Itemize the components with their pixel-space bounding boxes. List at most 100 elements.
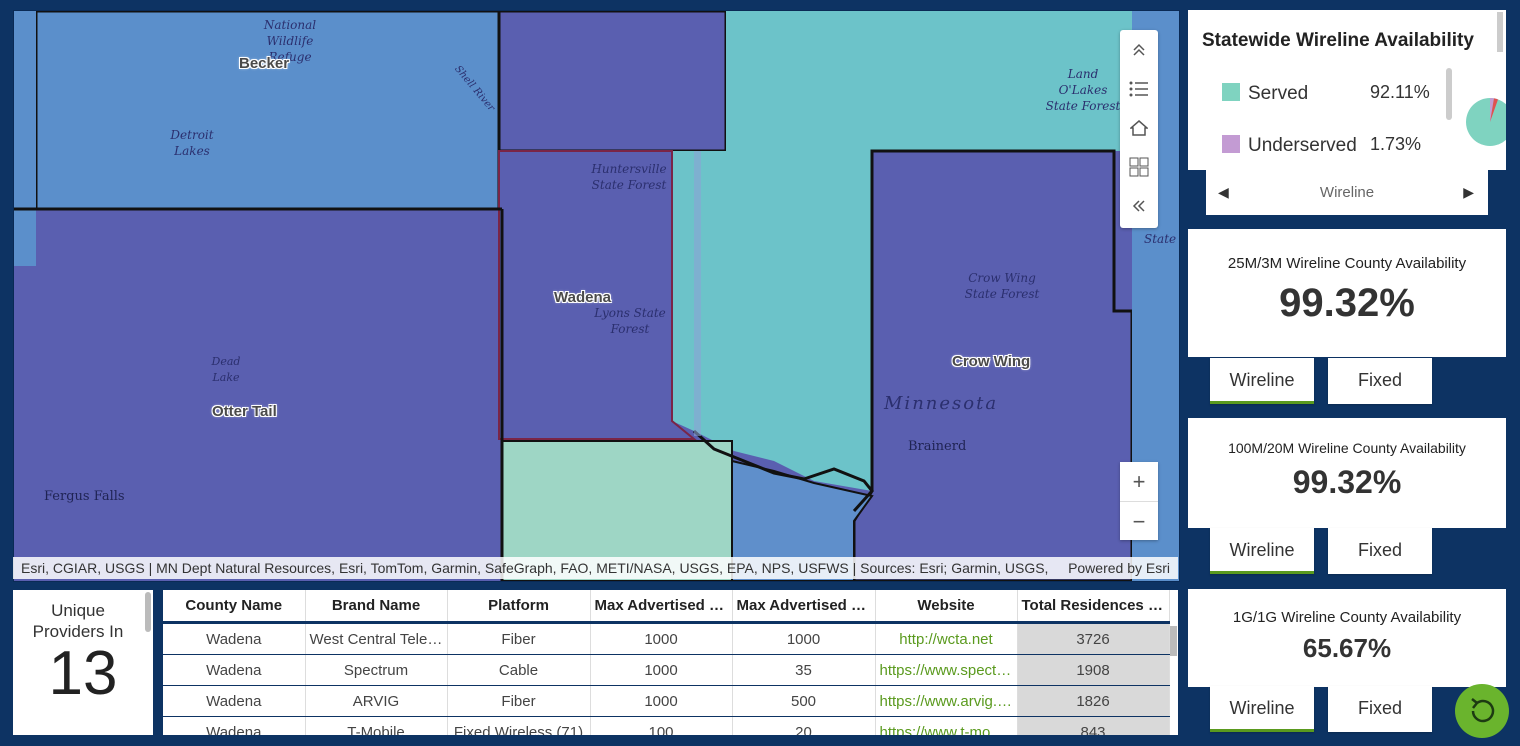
table-row[interactable]: Wadena T-Mobile Fixed Wireless (71) 100 … (163, 717, 1169, 736)
providers-title: Unique Providers In (13, 600, 143, 640)
cell-residences: 1826 (1017, 686, 1169, 717)
legend-underserved-label: Underserved (1248, 135, 1357, 156)
availability-card-1g-1g: 1G/1G Wireline County Availability 65.67… (1188, 589, 1506, 687)
cell-website-link[interactable]: http://wcta.net (875, 623, 1017, 655)
cell-platform: Cable (447, 655, 590, 686)
tab-wireline[interactable]: Wireline (1210, 358, 1314, 404)
card-title: 100M/20M Wireline County Availability (1188, 440, 1506, 456)
card-value: 65.67% (1188, 633, 1506, 664)
legend-underserved: Underserved (1222, 135, 1357, 157)
cell-county: Wadena (163, 686, 305, 717)
col-max-download[interactable]: Max Advertised Download Speed (590, 590, 732, 623)
table-row[interactable]: Wadena ARVIG Fiber 1000 500 https://www.… (163, 686, 1169, 717)
collapse-left-icon[interactable] (1120, 186, 1158, 225)
map-place-land-o-lakes: Land O'Lakes State Forest (1042, 66, 1124, 114)
table-row[interactable]: Wadena Spectrum Cable 1000 35 https://ww… (163, 655, 1169, 686)
cell-download: 1000 (590, 655, 732, 686)
cell-upload: 20 (732, 717, 875, 736)
cell-download: 1000 (590, 686, 732, 717)
zoom-control: + − (1120, 462, 1158, 540)
cell-brand: Spectrum (305, 655, 447, 686)
availability-card-100-20: 100M/20M Wireline County Availability 99… (1188, 418, 1506, 528)
legend-scrollbar[interactable] (1446, 68, 1452, 120)
col-max-upload[interactable]: Max Advertised Upload Speed (732, 590, 875, 623)
card-scrollbar[interactable] (1497, 12, 1503, 52)
map-county-wadena: Wadena (554, 289, 611, 306)
attribution-text: Esri, CGIAR, USGS | MN Dept Natural Reso… (21, 557, 1051, 579)
map-place-fergus-falls: Fergus Falls (44, 489, 125, 504)
cell-platform: Fiber (447, 686, 590, 717)
cell-residences: 3726 (1017, 623, 1169, 655)
served-swatch (1222, 83, 1240, 101)
providers-table: County Name Brand Name Platform Max Adve… (163, 590, 1178, 735)
col-website[interactable]: Website (875, 590, 1017, 623)
tab-fixed[interactable]: Fixed (1328, 528, 1432, 574)
cell-county: Wadena (163, 623, 305, 655)
cell-platform: Fiber (447, 623, 590, 655)
table-row[interactable]: Wadena West Central Telephone Fiber 1000… (163, 623, 1169, 655)
map-place-lyons: Lyons State Forest (594, 305, 666, 337)
home-icon[interactable] (1120, 108, 1158, 147)
map-view[interactable]: National Wildlife Refuge Becker Detroit … (13, 10, 1180, 582)
map-place-minnesota: Minnesota (884, 396, 998, 412)
cell-website-link[interactable]: https://www.spectrum.com (875, 655, 1017, 686)
statewide-title: Statewide Wireline Availability (1202, 30, 1474, 52)
cell-county: Wadena (163, 717, 305, 736)
tab-fixed[interactable]: Fixed (1328, 358, 1432, 404)
map-place-detroit-lakes: Detroit Lakes (162, 127, 222, 159)
map-county-becker: Becker (239, 55, 289, 72)
powered-by-esri[interactable]: Powered by Esri (1068, 557, 1170, 579)
cell-brand: T-Mobile (305, 717, 447, 736)
collapse-up-icon[interactable] (1120, 30, 1158, 69)
map-place-brainerd: Brainerd (908, 439, 966, 454)
map-place-dead-lake: Dead Lake (206, 354, 246, 386)
cell-download: 100 (590, 717, 732, 736)
availability-pie-chart (1464, 96, 1506, 148)
card-title: 1G/1G Wireline County Availability (1188, 609, 1506, 626)
underserved-swatch (1222, 135, 1240, 153)
legend-served-label: Served (1248, 83, 1308, 104)
map-county-otter-tail: Otter Tail (212, 403, 277, 420)
providers-scrollbar[interactable] (145, 592, 151, 632)
cell-upload: 35 (732, 655, 875, 686)
col-county-name[interactable]: County Name (163, 590, 305, 623)
legend-served: Served (1222, 83, 1308, 105)
tab-wireline[interactable]: Wireline (1210, 528, 1314, 574)
providers-count: 13 (13, 638, 153, 709)
cell-brand: ARVIG (305, 686, 447, 717)
col-total-residences[interactable]: Total Residences Served (1017, 590, 1169, 623)
cell-upload: 1000 (732, 623, 875, 655)
cell-platform: Fixed Wireless (71) (447, 717, 590, 736)
unique-providers-card: Unique Providers In 13 (13, 590, 153, 735)
availability-card-25-3: 25M/3M Wireline County Availability 99.3… (1188, 229, 1506, 357)
col-platform[interactable]: Platform (447, 590, 590, 623)
card-value: 99.32% (1188, 464, 1506, 501)
zoom-out-button[interactable]: − (1120, 502, 1158, 541)
statewide-nav: ◀ Wireline ▶ (1206, 170, 1488, 215)
map-attribution: Esri, CGIAR, USGS | MN Dept Natural Reso… (13, 557, 1178, 579)
tab-fixed[interactable]: Fixed (1328, 686, 1432, 732)
map-county-crow-wing: Crow Wing (952, 353, 1030, 370)
card-title: 25M/3M Wireline County Availability (1188, 255, 1506, 272)
cell-website-link[interactable]: https://www.t-mobile.com (875, 717, 1017, 736)
table-header-row: County Name Brand Name Platform Max Adve… (163, 590, 1169, 623)
nav-next-icon[interactable]: ▶ (1463, 184, 1474, 201)
table-scrollbar[interactable] (1170, 626, 1177, 656)
map-toolbar (1120, 30, 1158, 228)
cell-website-link[interactable]: https://www.arvig.com (875, 686, 1017, 717)
cell-brand: West Central Telephone (305, 623, 447, 655)
cell-residences: 1908 (1017, 655, 1169, 686)
legend-list-icon[interactable] (1120, 69, 1158, 108)
cell-download: 1000 (590, 623, 732, 655)
legend-underserved-pct: 1.73% (1370, 134, 1421, 155)
statewide-availability-card: Statewide Wireline Availability Served 9… (1188, 10, 1506, 170)
map-place-huntersville: Huntersville State Forest (589, 161, 669, 193)
zoom-in-button[interactable]: + (1120, 462, 1158, 502)
map-place-crow-wing-sf: Crow Wing State Forest (962, 270, 1042, 302)
basemap-gallery-icon[interactable] (1120, 147, 1158, 186)
reset-button[interactable] (1455, 684, 1509, 738)
map-place-state-partial: State (1144, 231, 1176, 247)
tab-wireline[interactable]: Wireline (1210, 686, 1314, 732)
cell-upload: 500 (732, 686, 875, 717)
col-brand-name[interactable]: Brand Name (305, 590, 447, 623)
